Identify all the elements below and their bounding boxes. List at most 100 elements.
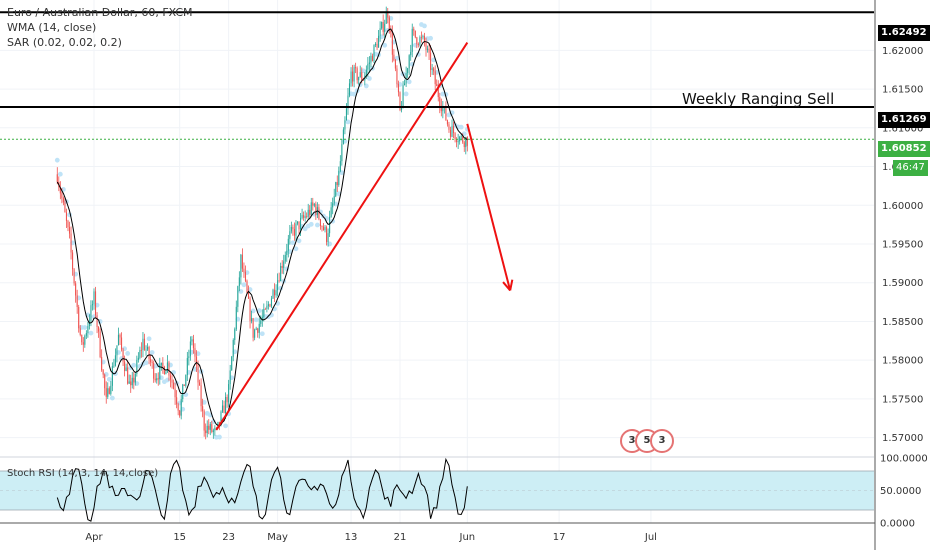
candle[interactable] [212,428,214,439]
candle[interactable] [303,211,305,221]
candle[interactable] [114,348,116,367]
candle[interactable] [183,384,185,386]
candle[interactable] [192,334,194,354]
candle[interactable] [428,43,430,60]
candle[interactable] [96,312,98,334]
candle[interactable] [202,398,204,418]
candle[interactable] [84,334,86,348]
candle[interactable] [345,103,347,121]
candle[interactable] [145,345,147,356]
candle[interactable] [298,221,300,234]
candle[interactable] [234,327,236,345]
candle[interactable] [396,65,398,88]
candle[interactable] [371,53,374,62]
candle[interactable] [277,273,279,297]
candle[interactable] [211,421,213,434]
candle[interactable] [342,127,344,145]
candle[interactable] [73,268,75,286]
trendline[interactable] [215,42,469,431]
candle[interactable] [199,379,201,386]
candle[interactable] [272,288,274,299]
candle[interactable] [111,362,113,392]
candle[interactable] [283,254,285,275]
candle[interactable] [142,332,144,358]
candle[interactable] [98,326,100,338]
candle[interactable] [105,381,107,404]
candle[interactable] [79,325,81,337]
candle[interactable] [399,91,401,112]
candle[interactable] [87,321,89,338]
candle[interactable] [246,279,248,294]
candle[interactable] [423,32,426,47]
candle[interactable] [327,228,329,247]
candle[interactable] [237,285,239,313]
candle[interactable] [226,394,228,408]
wma-line[interactable] [56,28,468,427]
candle[interactable] [70,226,72,260]
candle[interactable] [445,101,447,121]
candle[interactable] [433,66,435,76]
candle[interactable] [454,132,456,143]
candle[interactable] [273,283,276,303]
candle[interactable] [131,371,133,389]
candle[interactable] [59,181,61,200]
candle[interactable] [249,296,251,329]
candle[interactable] [228,379,230,407]
candle[interactable] [405,66,407,87]
candle[interactable] [315,201,317,220]
candle[interactable] [370,52,372,68]
candle[interactable] [352,64,354,87]
candle[interactable] [209,422,211,436]
candle[interactable] [56,167,58,185]
candle[interactable] [90,300,92,327]
candle[interactable] [119,333,121,346]
candle[interactable] [295,219,297,242]
candle[interactable] [101,349,103,372]
candle[interactable] [133,372,135,390]
candle[interactable] [326,225,328,246]
candle[interactable] [348,78,351,98]
candle[interactable] [261,309,263,327]
candle[interactable] [281,260,283,274]
candle[interactable] [376,38,378,51]
candle[interactable] [154,373,156,383]
candle[interactable] [359,65,361,78]
candle[interactable] [373,44,375,64]
candle[interactable] [99,328,101,359]
candle[interactable] [231,355,233,371]
candle[interactable] [414,30,416,39]
candle[interactable] [150,354,152,367]
candle[interactable] [264,307,266,310]
candle[interactable] [116,345,118,363]
candle[interactable] [457,133,459,149]
candle[interactable] [169,372,172,388]
candle[interactable] [321,225,323,232]
candle[interactable] [125,363,127,372]
candle[interactable] [252,317,254,342]
candle[interactable] [381,21,383,30]
candle[interactable] [206,420,208,438]
candle[interactable] [390,25,392,38]
forecast-arrow[interactable] [466,123,514,292]
candle[interactable] [408,54,410,75]
candle[interactable] [413,26,415,36]
candle[interactable] [267,301,269,310]
candle[interactable] [431,63,433,75]
candle[interactable] [173,379,175,390]
candle[interactable] [157,372,159,386]
candle[interactable] [165,370,167,375]
candle[interactable] [332,197,334,215]
candle[interactable] [387,7,389,24]
candle[interactable] [287,234,289,258]
candle[interactable] [446,119,448,127]
candle[interactable] [301,208,303,220]
candle[interactable] [411,23,413,58]
candle[interactable] [284,251,286,264]
candle[interactable] [304,210,306,222]
candle[interactable] [214,425,216,436]
candle[interactable] [335,181,337,198]
candle[interactable] [393,49,395,62]
candle[interactable] [341,138,343,166]
candle[interactable] [384,19,386,39]
